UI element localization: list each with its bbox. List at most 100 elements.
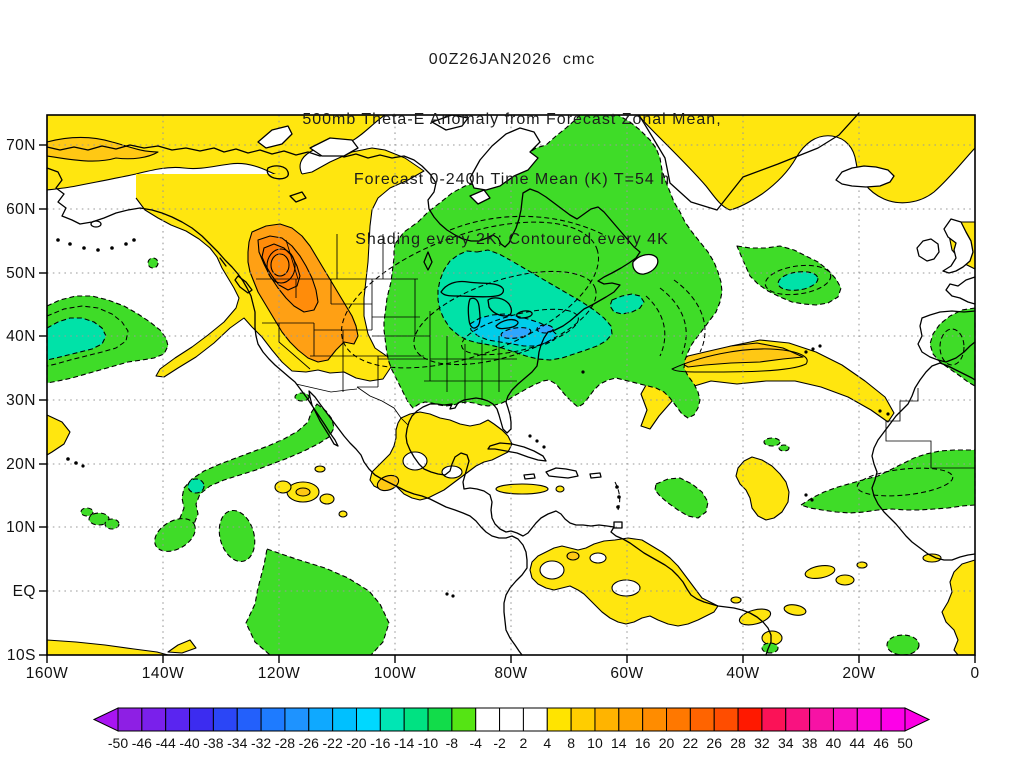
colorbar-tick-label: -8 [446,735,459,751]
colorbar-cell [141,707,167,732]
colorbar-cell [618,707,644,732]
colorbar-tick-label: -32 [251,735,271,751]
colorbar-tick-label: 50 [897,735,913,751]
iceland [835,165,895,188]
colorbar-cell [427,707,453,732]
colorbar-tick-label: -16 [370,735,390,751]
colorbar-tick-label: 38 [802,735,818,751]
islands [257,114,974,529]
lat-label: 40N [6,328,36,345]
colorbar-cell [212,707,238,732]
colorbar-cell [332,707,357,732]
colorbar-tick-label: 46 [873,735,889,751]
trinidad [613,521,623,529]
colorbar-tick-label: 26 [706,735,722,751]
title-shading-info: Shading every 2K; Contoured every 4K [355,231,669,248]
lat-label: 50N [6,265,36,282]
colorbar-cell [355,707,381,732]
colorbar-tick-label: 20 [659,735,675,751]
colorbar-tick-label: 16 [635,735,651,751]
colorbar-tick-label: -26 [299,735,319,751]
colorbar-cell [165,707,191,732]
colorbar-tick-label: -38 [203,735,223,751]
southampton-island [469,189,491,205]
lat-label: 10S [7,647,36,664]
lat-label: 20N [6,456,36,473]
colorbar-tick-label: 2 [520,735,528,751]
colorbar-cell [451,707,477,732]
colorbar-cell [713,707,739,732]
colorbar-left-arrow [92,707,119,732]
colorbar-tick-label: 10 [587,735,603,751]
contour-west-yellow [135,147,425,382]
lesser-antilles-arc [614,481,621,511]
colorbar-cell [737,707,763,732]
colorbar-cell [403,707,429,732]
cuba [487,442,547,462]
colorbar-tick-label: -20 [346,735,366,751]
colorbar-tick-label: 14 [611,735,627,751]
colorbar-cell [642,707,668,732]
newfoundland [632,253,659,275]
colorbar-cell [785,707,811,732]
puerto-rico [589,472,602,479]
lon-label: 120W [258,665,301,682]
lon-label: 0 [970,665,979,682]
chart-title-block: 00Z26JAN2026 cmc 500mb Theta-E Anomaly f… [0,10,1024,290]
colorbar-cell [522,707,548,732]
colorbar-tick-label: 32 [754,735,770,751]
jamaica [523,473,536,480]
colorbar-cell [308,707,334,732]
political-borders [256,234,975,469]
colorbar-legend: -50 -46 -44 -40 -38 -34 -32 -28 -26 -22 -20 -16 -14-… [92,707,931,751]
colorbar-tick-label: -4 [470,735,483,751]
shading-positive-orange [46,137,804,561]
colorbar-cell [880,707,906,732]
colorbar-tick-label: 34 [778,735,794,751]
colorbar-tick-label: -10 [418,735,438,751]
contour-lines-positive [266,248,808,373]
x-axis-labels: 160W 140W 120W 100W 80W 60W 40W 20W 0 [26,665,979,682]
colorbar-tick-label: 40 [826,735,842,751]
colorbar-cell [499,707,524,732]
shading-holes [402,451,641,597]
colorbar-tick-label: -28 [275,735,295,751]
colorbar-tick-label: 4 [543,735,551,751]
colorbar-cell [856,707,882,732]
axis-ticks [39,144,976,663]
title-forecast: Forecast 0-240h Time Mean (K) T=54 h [353,171,671,188]
lat-label: 70N [6,137,36,154]
colorbar-cell [236,707,262,732]
title-variable: 500mb Theta-E Anomaly from Forecast Zona… [302,111,722,128]
lon-label: 80W [494,665,527,682]
title-run: 00Z26JAN2026 cmc [428,51,596,68]
colorbar-cell [570,707,596,732]
colorbar-tick-label: -34 [227,735,247,751]
colorbar-tick-label: -14 [394,735,414,751]
colorbar-tick-label: -50 [108,735,128,751]
lon-label: 60W [610,665,643,682]
coastlines [46,112,976,656]
lat-label: 60N [6,201,36,218]
colorbar-tick-label: 22 [683,735,699,751]
lat-label: 30N [6,392,36,409]
colorbar-right-arrow [904,707,931,732]
lat-label: EQ [13,583,36,600]
y-axis-labels: 70N 60N 50N 40N 30N 20N 10N EQ 10S [6,137,36,664]
lat-label: 10N [6,519,36,536]
colorbar-tick-label: 44 [850,735,866,751]
contour-lines-negative [46,215,965,497]
colorbar-cell [475,707,501,732]
colorbar-cell [809,707,834,732]
colorbar-tick-label: -2 [493,735,506,751]
colorbar-cell [594,707,620,732]
hispaniola [545,467,579,479]
colorbar-cell [117,707,143,732]
devon-island [431,114,469,131]
baffin-island [469,127,541,191]
colorbar-cell [546,707,572,732]
colorbar-tick-label: -40 [179,735,199,751]
colorbar-cell [832,707,858,732]
